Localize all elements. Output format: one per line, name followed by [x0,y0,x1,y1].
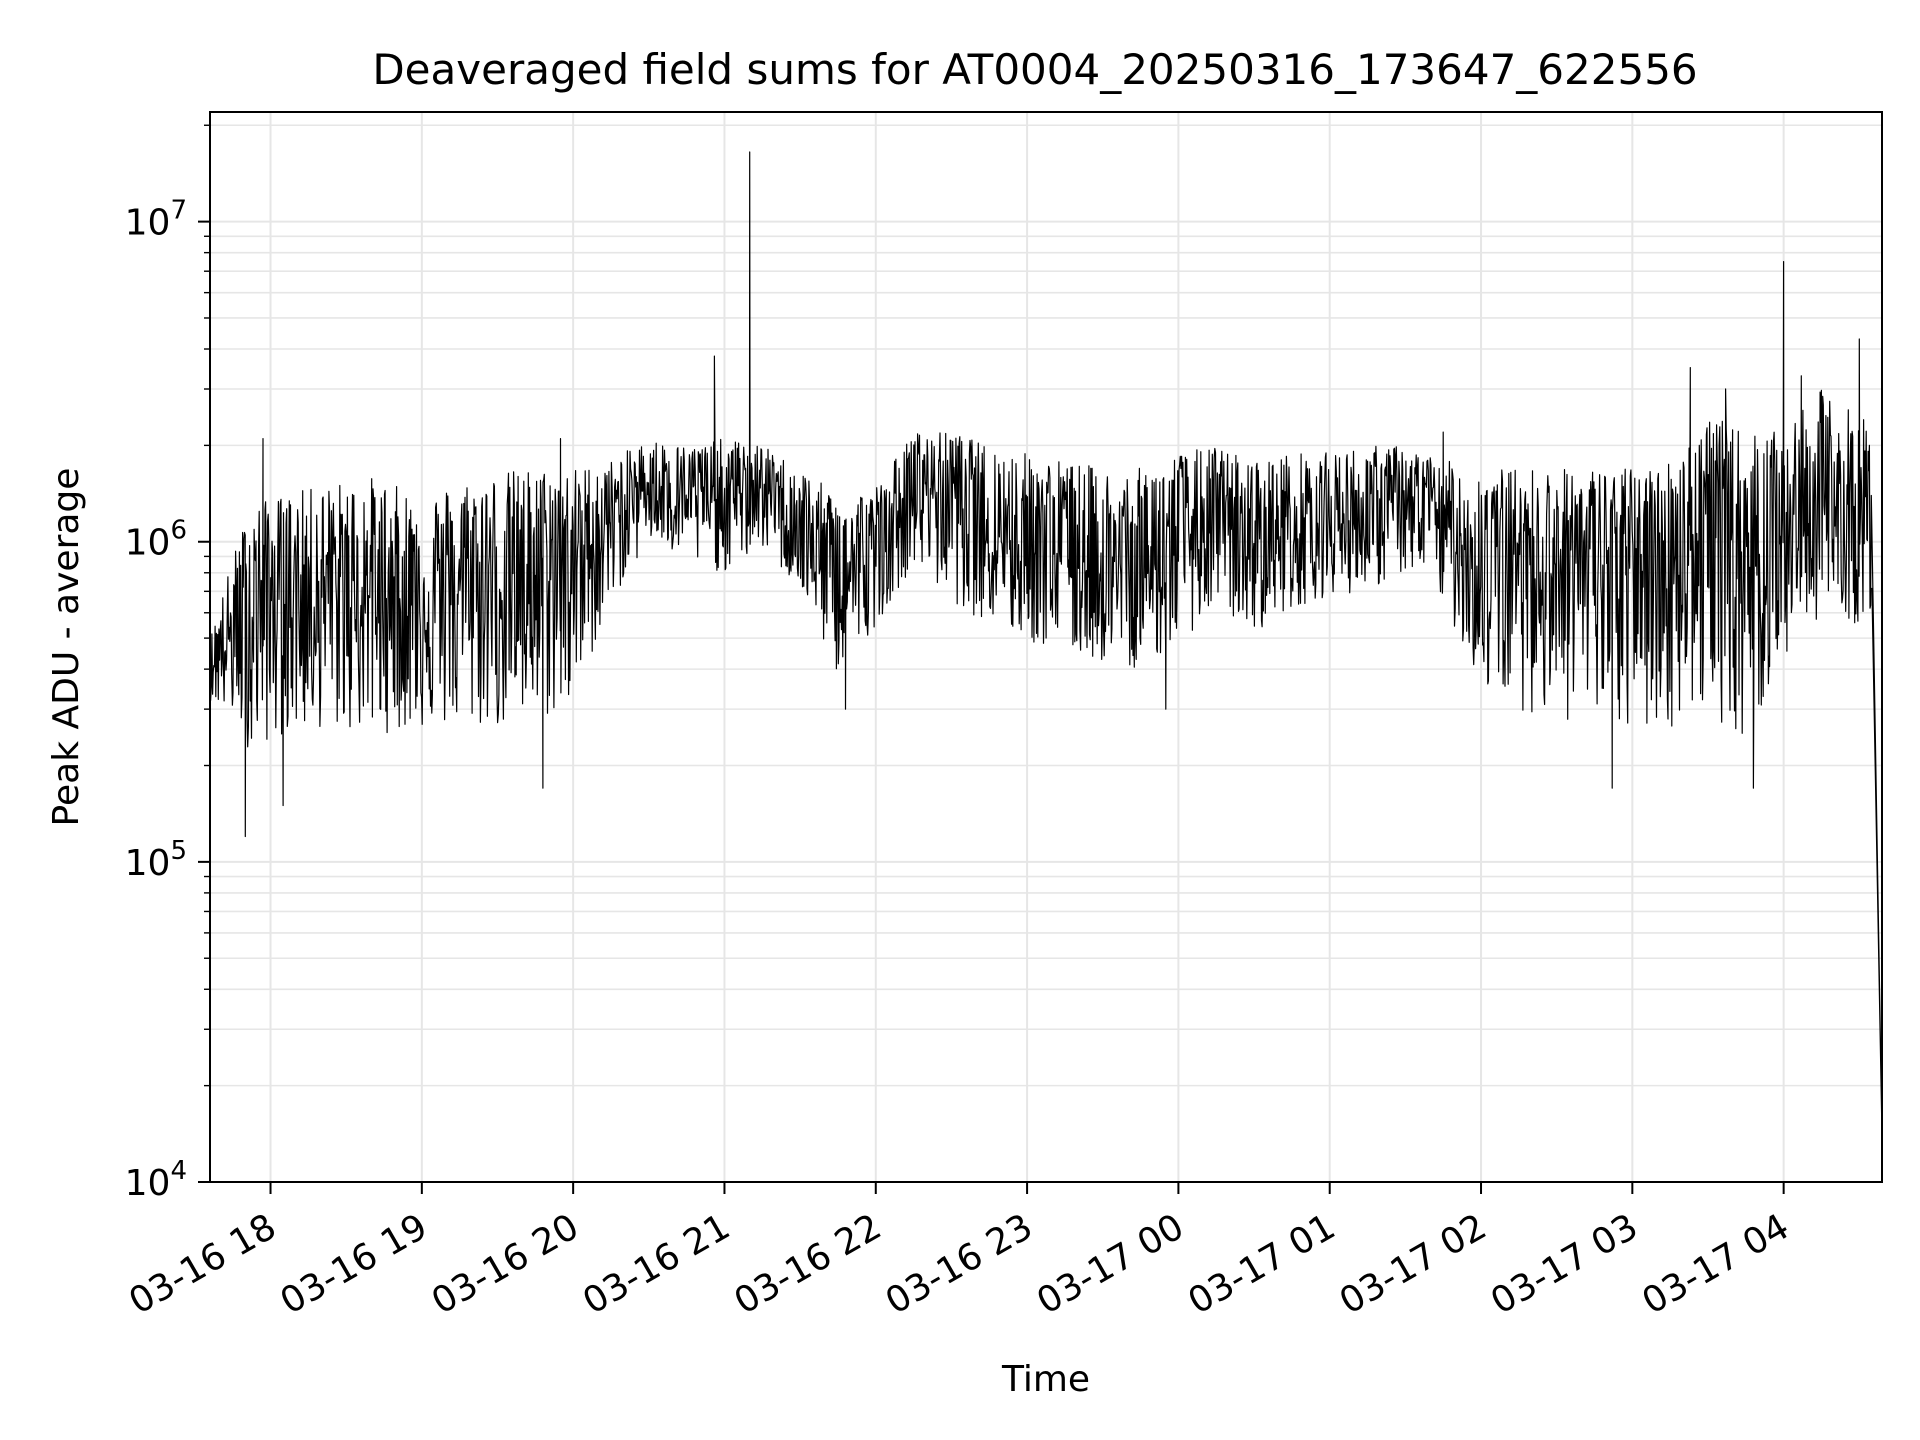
y-tick-exponent: 4 [170,1156,187,1186]
x-axis-label: Time [1001,1359,1090,1400]
plot-area [209,151,1883,1136]
chart-title: Deaveraged field sums for AT0004_2025031… [372,45,1697,94]
y-tick-exponent: 6 [170,516,187,546]
y-tick-exponent: 5 [170,836,187,866]
y-tick-label: 107 [125,196,187,244]
y-tick-exponent: 7 [170,196,187,226]
gridlines [210,112,1882,1183]
y-tick-label: 104 [125,1156,187,1204]
y-tick-base: 10 [125,203,171,244]
y-tick-base: 10 [125,1163,171,1204]
y-tick-label: 105 [125,836,187,884]
y-axis-label: Peak ADU - average [46,468,87,827]
plot-frame [209,111,1883,1183]
y-tick-label: 106 [125,516,187,564]
y-tick-base: 10 [125,523,171,564]
series-line [209,151,1883,1136]
y-tick-base: 10 [125,843,171,884]
